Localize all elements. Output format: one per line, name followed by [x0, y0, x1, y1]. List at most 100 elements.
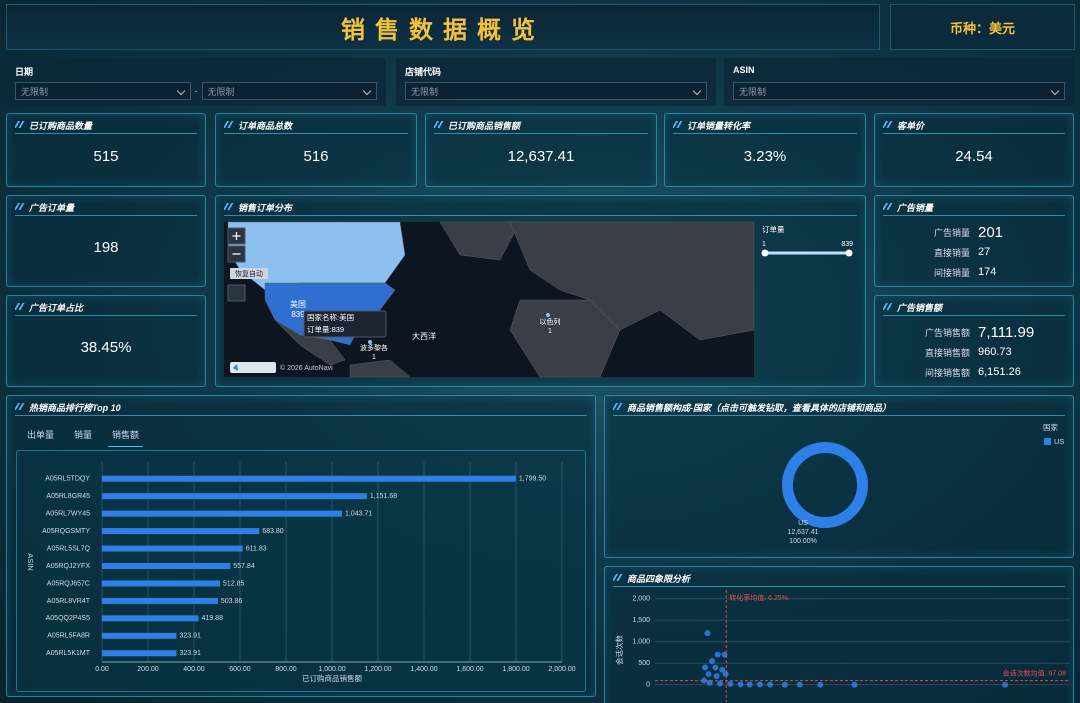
metric-value: 6,151.26	[978, 366, 1021, 378]
metric-value: 960.73	[978, 346, 1012, 358]
scatter-point	[705, 671, 712, 677]
panel: 商品销售额构成-国家（点击可触发钻取，查看具体的店铺和商品）	[604, 395, 1074, 558]
metric-row: 间接销售额 6,151.26	[875, 362, 1073, 382]
filter-input[interactable]: 无限制	[733, 82, 1065, 100]
panel-title: 广告订单量	[15, 201, 197, 216]
tooltip-box	[303, 310, 387, 338]
metric-label: 间接销售额	[924, 367, 970, 378]
tab[interactable]: 出单量	[27, 430, 55, 440]
visual-map-handle	[845, 249, 853, 257]
scatter-point	[767, 681, 774, 688]
scatter-point	[704, 630, 711, 637]
filter-input[interactable]: 无限制	[405, 82, 707, 100]
filter-input[interactable]: 无限制	[15, 82, 191, 100]
hand-button	[227, 284, 246, 302]
legend-swatch	[1044, 438, 1051, 445]
metric-value: 27	[978, 246, 991, 258]
x-tick-label: 800.00	[275, 666, 297, 673]
value-label: 683.80	[262, 528, 284, 535]
value-label: 419.88	[202, 615, 224, 622]
scatter-point	[716, 680, 723, 687]
metric-rows: 广告销售额 7,111.99 直接销售额 960.73 间接销售额 6,151.26	[875, 322, 1073, 382]
y-tick-label: A05RL5TDQY	[45, 476, 90, 483]
scatter-point	[737, 681, 744, 688]
scatter-point	[746, 681, 753, 688]
metric-value: 174	[978, 266, 997, 278]
y-tick-label: 1,000	[632, 639, 650, 646]
tab[interactable]: 销量	[74, 430, 93, 440]
land	[439, 221, 521, 261]
panel-title: 商品四象限分析	[613, 572, 1065, 587]
region-value: 1	[548, 328, 552, 335]
metric-value: 201	[978, 223, 1004, 241]
bar	[102, 510, 343, 517]
kpi-value: 198	[93, 239, 119, 256]
panel-title: 商品销售额构成-国家（点击可触发钻取，查看具体的店铺和商品）	[613, 401, 1065, 416]
panel: 已订购商品数量 515	[6, 113, 206, 187]
scatter-point	[1002, 681, 1009, 688]
kpi-value: 12,637.41	[507, 148, 575, 165]
panel: 广告订单占比 38.45%	[6, 295, 206, 387]
value-label: 323.91	[179, 650, 201, 657]
reset-button[interactable]	[230, 268, 268, 279]
scatter-point	[713, 673, 720, 680]
x-tick-label: 1,000.00	[318, 666, 345, 673]
scatter-point	[701, 677, 708, 684]
scatter-point	[796, 681, 803, 688]
scatter-point	[851, 681, 858, 688]
bar	[102, 528, 260, 535]
metric-value: 7,111.99	[978, 323, 1035, 341]
panel-title: 广告销售额	[883, 301, 1065, 316]
slice-label: US	[798, 520, 808, 527]
panel-title: 客单价	[883, 119, 1065, 134]
filter-row: 无限制	[733, 82, 1065, 100]
x-tick-label: 1,400.00	[410, 666, 437, 673]
filter-label: 店铺代码	[405, 67, 442, 77]
bar	[102, 597, 218, 604]
y-tick-label: A05RL5SL7Q	[47, 545, 91, 552]
tooltip-text: 国家名称:美国	[307, 312, 354, 322]
land	[227, 221, 406, 291]
map-region	[546, 313, 550, 317]
visual-map-max: 839	[841, 241, 853, 248]
slice-value: 12,637.41	[787, 529, 818, 536]
metric-label: 广告销售额	[924, 327, 970, 338]
y-tick-label: 500	[638, 660, 650, 667]
x-tick-label: 2,000.00	[548, 666, 575, 673]
reference-label: 转化率均值: 6.25%	[729, 593, 788, 602]
land	[349, 359, 411, 378]
value-label: 1,799.50	[519, 476, 546, 483]
filter-input[interactable]: 无限制	[201, 82, 377, 100]
kpi-value: 24.54	[955, 148, 993, 165]
visual-map-handle	[761, 249, 769, 257]
map-attribution: © 2026 AutoNavi	[280, 364, 333, 372]
panel: 订单销量转化率 3.23%	[664, 113, 866, 187]
scatter-point	[714, 651, 721, 658]
scatter-point	[706, 679, 713, 686]
panel: 广告销售额 广告销售额 7,111.99 直接销售额 960.73 间接销售额 6,151.…	[874, 295, 1074, 387]
metric-label: 直接销量	[933, 247, 970, 258]
x-tick-label: 1,600.00	[456, 666, 483, 673]
scatter-point	[817, 681, 824, 688]
panel: 已订购商品销售额 12,637.41	[425, 113, 657, 187]
metric-label: 广告销量	[933, 227, 970, 238]
value-label: 557.84	[233, 563, 255, 570]
bar	[102, 475, 516, 482]
scatter-point	[712, 664, 719, 671]
y-tick-label: A05RQJ657C	[47, 580, 90, 587]
slice-percent: 100.00%	[789, 538, 817, 545]
bar	[102, 632, 177, 639]
reference-label: 会话次数均值: 97.08	[1003, 668, 1067, 677]
y-tick-label: A05RL5K1MT	[46, 650, 91, 657]
region-name: 波多黎各	[360, 343, 388, 352]
land	[509, 299, 621, 378]
y-axis-label: 会话次数	[614, 635, 624, 665]
y-tick-label: A05RL8GR45	[46, 493, 90, 500]
tooltip-text: 订单量:839	[307, 324, 344, 334]
y-tick-label: A05QQ2P4S5	[46, 615, 90, 622]
bar	[102, 563, 231, 569]
panel-title: 已订购商品销售额	[434, 119, 648, 134]
tab[interactable]: 销售额	[108, 426, 144, 447]
